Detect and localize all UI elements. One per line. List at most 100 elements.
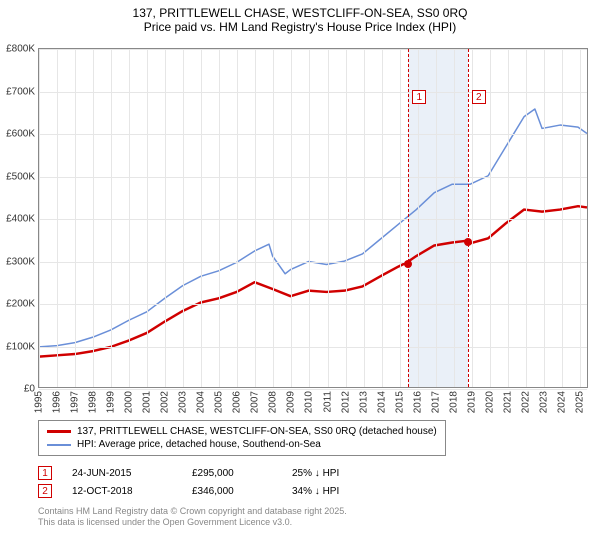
gridline-v xyxy=(526,49,527,387)
series-price_paid xyxy=(39,206,587,356)
gridline-v xyxy=(328,49,329,387)
gridline-h xyxy=(39,304,587,305)
x-tick-label: 2002 xyxy=(160,391,171,413)
gridline-v xyxy=(255,49,256,387)
gridline-v xyxy=(544,49,545,387)
gridline-v xyxy=(454,49,455,387)
legend-row: 137, PRITTLEWELL CHASE, WESTCLIFF-ON-SEA… xyxy=(47,425,437,438)
sale-dot xyxy=(464,238,472,246)
x-tick-label: 2019 xyxy=(466,391,477,413)
sale-delta: 34% ↓ HPI xyxy=(292,486,339,497)
y-tick-label: £500K xyxy=(0,171,35,182)
chart-svg xyxy=(39,49,587,387)
gridline-v xyxy=(580,49,581,387)
footnote-line-2: This data is licensed under the Open Gov… xyxy=(38,517,588,528)
x-tick-label: 2010 xyxy=(304,391,315,413)
x-tick-label: 2008 xyxy=(268,391,279,413)
x-tick-label: 2022 xyxy=(520,391,531,413)
gridline-h xyxy=(39,389,587,390)
x-tick-label: 2014 xyxy=(376,391,387,413)
legend-label: 137, PRITTLEWELL CHASE, WESTCLIFF-ON-SEA… xyxy=(77,426,437,437)
sale-marker-line xyxy=(408,49,409,387)
gridline-v xyxy=(400,49,401,387)
x-tick-label: 2012 xyxy=(340,391,351,413)
gridline-h xyxy=(39,49,587,50)
sale-price: £346,000 xyxy=(192,486,272,497)
gridline-h xyxy=(39,134,587,135)
x-tick-label: 2006 xyxy=(232,391,243,413)
y-tick-label: £800K xyxy=(0,44,35,55)
gridline-h xyxy=(39,347,587,348)
sale-marker-line xyxy=(468,49,469,387)
gridline-h xyxy=(39,262,587,263)
gridline-h xyxy=(39,177,587,178)
gridline-v xyxy=(346,49,347,387)
x-tick-label: 1997 xyxy=(70,391,81,413)
gridline-v xyxy=(57,49,58,387)
sale-date: 12-OCT-2018 xyxy=(72,486,172,497)
gridline-v xyxy=(273,49,274,387)
x-tick-label: 2025 xyxy=(574,391,585,413)
x-tick-label: 1996 xyxy=(52,391,63,413)
gridline-v xyxy=(237,49,238,387)
y-tick-label: £300K xyxy=(0,256,35,267)
gridline-v xyxy=(291,49,292,387)
x-tick-label: 1999 xyxy=(106,391,117,413)
legend-row: HPI: Average price, detached house, Sout… xyxy=(47,438,437,451)
gridline-v xyxy=(75,49,76,387)
sale-row-badge: 1 xyxy=(38,466,52,480)
series-hpi xyxy=(39,109,587,347)
gridline-v xyxy=(364,49,365,387)
y-tick-label: £600K xyxy=(0,129,35,140)
x-tick-label: 2005 xyxy=(214,391,225,413)
sales-table: 124-JUN-2015£295,00025% ↓ HPI212-OCT-201… xyxy=(38,464,588,500)
sale-row-badge: 2 xyxy=(38,484,52,498)
chart-plot-area: £0£100K£200K£300K£400K£500K£600K£700K£80… xyxy=(38,48,588,388)
gridline-v xyxy=(147,49,148,387)
title-line-2: Price paid vs. HM Land Registry's House … xyxy=(0,20,600,34)
sale-marker-badge: 2 xyxy=(472,90,486,104)
x-tick-label: 2004 xyxy=(196,391,207,413)
gridline-v xyxy=(490,49,491,387)
gridline-v xyxy=(201,49,202,387)
title-line-1: 137, PRITTLEWELL CHASE, WESTCLIFF-ON-SEA… xyxy=(0,6,600,20)
gridline-h xyxy=(39,219,587,220)
y-tick-label: £700K xyxy=(0,86,35,97)
gridline-v xyxy=(309,49,310,387)
x-tick-label: 2017 xyxy=(430,391,441,413)
x-tick-label: 2000 xyxy=(124,391,135,413)
gridline-v xyxy=(129,49,130,387)
legend-box: 137, PRITTLEWELL CHASE, WESTCLIFF-ON-SEA… xyxy=(38,420,446,456)
sale-dot xyxy=(404,260,412,268)
x-tick-label: 2015 xyxy=(394,391,405,413)
sale-row: 2 12-OCT-2018 £346,000 34% ↓ HPI xyxy=(38,482,588,500)
gridline-v xyxy=(39,49,40,387)
gridline-v xyxy=(562,49,563,387)
y-tick-label: £400K xyxy=(0,214,35,225)
x-tick-label: 2024 xyxy=(556,391,567,413)
gridline-v xyxy=(436,49,437,387)
legend-and-footer: 137, PRITTLEWELL CHASE, WESTCLIFF-ON-SEA… xyxy=(38,420,588,528)
title-block: 137, PRITTLEWELL CHASE, WESTCLIFF-ON-SEA… xyxy=(0,0,600,36)
sale-date: 24-JUN-2015 xyxy=(72,468,172,479)
x-tick-label: 2018 xyxy=(448,391,459,413)
legend-swatch xyxy=(47,430,71,433)
x-tick-label: 2003 xyxy=(178,391,189,413)
x-tick-label: 2020 xyxy=(484,391,495,413)
y-tick-label: £0 xyxy=(0,384,35,395)
x-tick-label: 2011 xyxy=(322,391,333,413)
x-tick-label: 2007 xyxy=(250,391,261,413)
y-tick-label: £100K xyxy=(0,341,35,352)
x-tick-label: 2001 xyxy=(142,391,153,413)
sale-row: 124-JUN-2015£295,00025% ↓ HPI xyxy=(38,464,588,482)
footnote-line-1: Contains HM Land Registry data © Crown c… xyxy=(38,506,588,517)
gridline-v xyxy=(111,49,112,387)
legend-label: HPI: Average price, detached house, Sout… xyxy=(77,439,321,450)
x-tick-label: 2023 xyxy=(538,391,549,413)
sale-delta: 25% ↓ HPI xyxy=(292,468,339,479)
x-tick-label: 2016 xyxy=(412,391,423,413)
gridline-v xyxy=(219,49,220,387)
x-tick-label: 2009 xyxy=(286,391,297,413)
footnote: Contains HM Land Registry data © Crown c… xyxy=(38,506,588,528)
gridline-v xyxy=(508,49,509,387)
